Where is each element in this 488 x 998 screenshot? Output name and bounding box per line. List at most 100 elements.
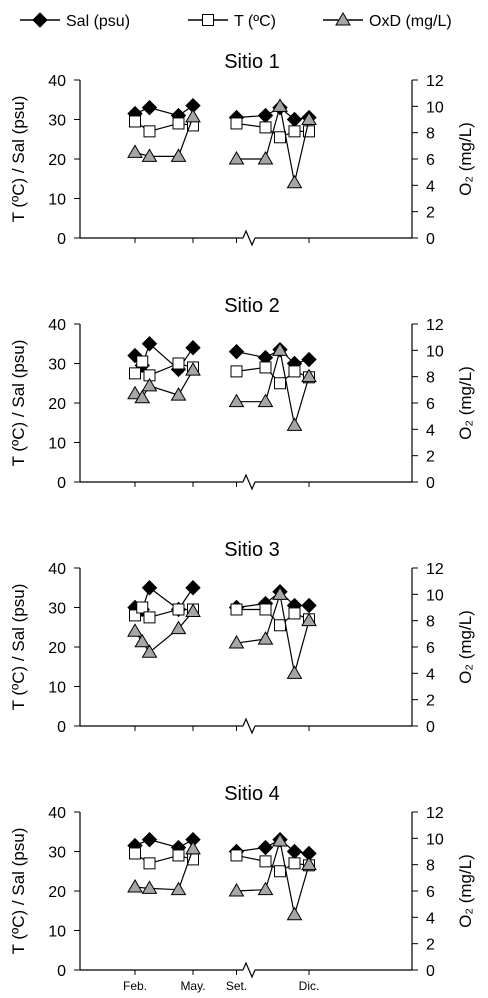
series-line-oxd: [134, 848, 194, 891]
data-point-temp: [143, 125, 156, 138]
y-tick-label-right: 4: [426, 178, 435, 195]
data-point-oxd: [134, 633, 151, 648]
y-tick-label-right: 6: [426, 396, 435, 413]
data-point-temp: [259, 855, 272, 868]
y-axis-label-left: T (ºC) / Sal (psu): [9, 340, 28, 467]
y-axis-label-right: O₂ (mg/L): [456, 366, 475, 440]
legend-marker: [202, 14, 214, 26]
data-point-oxd: [170, 148, 187, 162]
chart-title: Sitio 4: [224, 783, 280, 805]
chart-title: Sitio 2: [224, 295, 280, 317]
data-point-oxd: [141, 148, 158, 162]
legend-marker: [32, 12, 48, 28]
data-point-oxd: [127, 144, 143, 158]
axis-break: [242, 473, 256, 491]
data-point-sal: [286, 111, 303, 128]
y-tick-label-right: 2: [426, 205, 435, 222]
y-tick-label-right: 12: [426, 317, 444, 334]
y-tick-label-left: 0: [57, 963, 66, 980]
series-line-oxd: [134, 116, 194, 157]
y-tick-label-right: 4: [426, 666, 435, 683]
y-tick-label-right: 0: [426, 963, 435, 980]
y-tick-label-right: 2: [426, 693, 435, 710]
axis-break: [242, 229, 256, 247]
y-tick-label-right: 6: [426, 152, 435, 169]
data-point-sal: [141, 580, 158, 596]
data-point-oxd: [286, 417, 303, 431]
data-point-temp: [274, 131, 286, 144]
data-point-sal: [185, 339, 201, 356]
data-point-oxd: [272, 342, 288, 356]
data-point-oxd: [272, 586, 288, 600]
data-point-oxd: [257, 631, 274, 645]
y-tick-label-left: 0: [57, 475, 66, 492]
y-axis-label-right: O₂ (mg/L): [456, 854, 475, 928]
data-point-temp: [274, 377, 286, 390]
data-point-temp: [136, 355, 149, 368]
data-point-oxd: [170, 620, 187, 635]
data-point-temp: [230, 603, 243, 616]
x-tick-label: Set.: [226, 979, 247, 993]
y-tick-label-left: 40: [48, 561, 66, 578]
y-tick-label-left: 30: [48, 601, 66, 618]
data-point-temp: [303, 125, 315, 138]
legend-label: OxD (mg/L): [369, 13, 452, 30]
y-tick-label-right: 4: [426, 422, 435, 439]
data-point-temp: [288, 607, 301, 620]
y-tick-label-left: 10: [48, 436, 66, 453]
y-tick-label-right: 10: [426, 587, 444, 604]
data-point-oxd: [228, 635, 245, 649]
y-tick-label-left: 30: [48, 357, 66, 374]
y-tick-label-right: 10: [426, 343, 444, 360]
y-tick-label-left: 0: [57, 719, 66, 736]
y-tick-label-left: 10: [48, 192, 66, 209]
data-point-oxd: [272, 832, 288, 847]
y-axis-label-right: O₂ (mg/L): [456, 610, 475, 684]
data-point-oxd: [272, 98, 288, 112]
y-tick-label-left: 10: [48, 680, 66, 697]
data-point-sal: [141, 336, 158, 352]
y-tick-label-right: 0: [426, 719, 435, 736]
series-line-sal: [134, 839, 194, 849]
axis-break: [242, 961, 256, 979]
y-tick-label-left: 40: [48, 805, 66, 822]
y-tick-label-right: 10: [426, 831, 444, 848]
legend-marker: [335, 12, 351, 26]
data-point-oxd: [141, 644, 158, 658]
y-tick-label-right: 0: [426, 231, 435, 248]
data-point-temp: [143, 857, 156, 870]
y-tick-label-right: 8: [426, 614, 435, 631]
y-axis-label-right: O₂ (mg/L): [456, 122, 475, 196]
data-point-sal: [301, 597, 317, 614]
data-point-oxd: [185, 362, 201, 376]
data-point-temp: [259, 361, 272, 374]
y-tick-label-right: 6: [426, 640, 435, 657]
data-point-temp: [143, 611, 156, 624]
y-tick-label-right: 10: [426, 99, 444, 116]
chart-sitio-2: Sitio 2 0 10 20 30 40 0 2 4 6 8 10 12 T (ºC) / Sal (p…: [9, 295, 475, 492]
data-point-oxd: [286, 906, 303, 921]
series-line-temp: [134, 120, 194, 133]
data-point-oxd: [127, 385, 143, 400]
y-tick-label-left: 30: [48, 113, 66, 130]
data-point-oxd: [127, 623, 143, 637]
y-tick-label-right: 4: [426, 910, 435, 927]
y-tick-label-right: 2: [426, 937, 435, 954]
data-point-oxd: [286, 665, 303, 679]
legend-item-sal: Sal (psu): [20, 12, 130, 30]
y-axis-label-left: T (ºC) / Sal (psu): [9, 828, 28, 955]
data-point-oxd: [301, 612, 317, 627]
y-tick-label-right: 8: [426, 126, 435, 143]
data-point-temp: [129, 847, 141, 860]
chart-legend: Sal (psu) T (ºC) OxD (mg/L): [20, 12, 452, 30]
x-tick-label: Feb.: [123, 979, 147, 993]
data-point-temp: [259, 121, 272, 134]
legend-label: Sal (psu): [66, 13, 130, 30]
data-point-oxd: [185, 840, 201, 855]
y-tick-label-right: 12: [426, 805, 444, 822]
data-point-oxd: [141, 377, 158, 392]
data-point-oxd: [257, 151, 274, 165]
legend-item-temp: T (ºC): [188, 13, 276, 30]
x-tick-label: Dic.: [299, 979, 320, 993]
data-point-oxd: [127, 879, 143, 893]
